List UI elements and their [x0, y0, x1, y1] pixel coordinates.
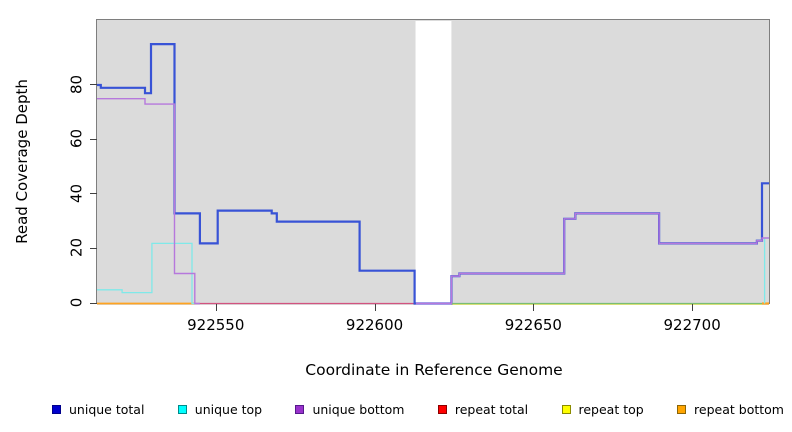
y-tick-label: 20 — [67, 238, 86, 258]
y-axis-title: Read Coverage Depth — [13, 79, 31, 244]
y-tick — [90, 84, 97, 86]
no-data-band — [415, 21, 452, 305]
legend-item-repeat-top: repeat top — [561, 401, 644, 417]
y-tick-label: 60 — [67, 129, 86, 149]
legend-item-unique-total: unique total — [52, 402, 144, 417]
x-tick-label: 922550 — [187, 316, 245, 334]
y-tick-label: 80 — [67, 74, 86, 94]
line-unique-bottom-2 — [415, 212, 769, 305]
y-tick-label: 0 — [67, 297, 86, 308]
unique-top-swatch-icon — [177, 404, 187, 414]
chart-canvas — [97, 20, 769, 305]
y-tick — [90, 138, 97, 140]
legend-item-repeat-bottom: repeat bottom — [677, 402, 784, 417]
legend-label: unique bottom — [312, 401, 405, 417]
legend-label: repeat total — [454, 401, 529, 417]
legend-label: repeat top — [578, 401, 644, 417]
unique-total-swatch-icon — [52, 404, 61, 414]
unique-bottom-swatch-icon — [295, 404, 305, 414]
repeat-top-swatch-icon — [561, 404, 571, 414]
legend-item-repeat-total: repeat total — [437, 401, 529, 417]
legend-label: repeat bottom — [694, 401, 784, 417]
legend-label: unique total — [69, 401, 145, 417]
x-tick-label: 922700 — [663, 316, 721, 334]
legend-label: unique top — [194, 401, 263, 417]
y-tick-label: 40 — [67, 183, 86, 203]
line-unique-bottom-1 — [97, 98, 200, 305]
y-tick — [90, 247, 97, 249]
x-tick — [215, 304, 217, 311]
legend: unique total unique top unique bottom repea… — [52, 400, 784, 418]
x-axis-title: Coordinate in Reference Genome — [305, 361, 563, 379]
repeat-total-swatch-icon — [437, 404, 447, 414]
line-unique-top-1 — [97, 242, 195, 305]
x-tick — [692, 304, 694, 311]
x-tick — [533, 304, 535, 311]
x-tick-label: 922600 — [345, 316, 404, 334]
y-tick — [90, 193, 97, 195]
x-tick — [374, 304, 376, 311]
y-tick — [90, 302, 97, 304]
plot-area — [96, 19, 770, 305]
legend-item-unique-bottom: unique bottom — [295, 401, 405, 417]
legend-item-unique-top: unique top — [177, 401, 263, 417]
repeat-bottom-swatch-icon — [677, 404, 687, 414]
x-tick-label: 922650 — [504, 316, 562, 334]
